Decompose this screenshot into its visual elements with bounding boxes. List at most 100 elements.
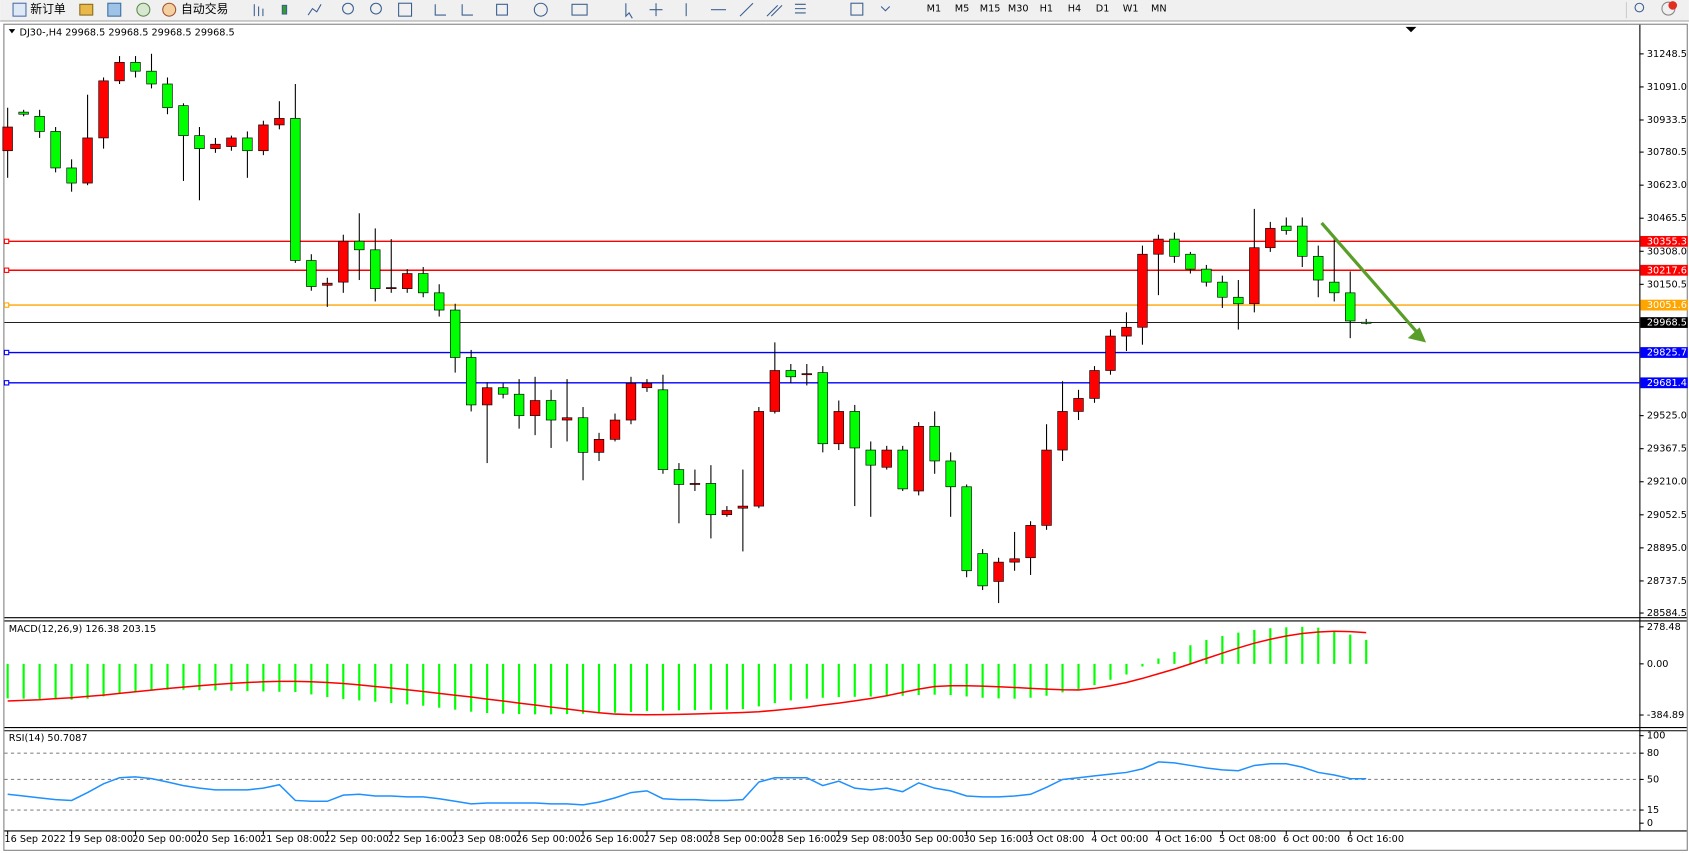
- candle-body: [689, 483, 701, 485]
- timeframe-button[interactable]: H4: [1068, 4, 1081, 15]
- candle-body: [977, 553, 988, 587]
- candle-body: [785, 370, 796, 378]
- candle-body: [210, 143, 221, 149]
- auto-trading-icon[interactable]: [162, 2, 177, 17]
- candle-body: [929, 426, 940, 462]
- x-tick-label: 20 Sep 00:00: [132, 834, 197, 845]
- arrow-shaft: [1320, 221, 1419, 334]
- tool-icon[interactable]: [79, 3, 94, 16]
- candle-body: [1153, 238, 1164, 255]
- candle-body: [1089, 370, 1100, 399]
- timeframe-button[interactable]: MN: [1151, 4, 1167, 15]
- x-tick-label: 28 Sep 16:00: [772, 834, 837, 845]
- candle-body: [1041, 449, 1052, 526]
- candle-body: [673, 469, 685, 485]
- candle-body: [1329, 281, 1340, 294]
- candle-body: [242, 137, 253, 152]
- candle-body: [881, 449, 892, 468]
- y-tick-label: 100: [1647, 731, 1666, 742]
- y-tick-label: 31091.0: [1647, 82, 1687, 93]
- indicator-icon[interactable]: [496, 3, 508, 16]
- tile-icon[interactable]: [398, 2, 413, 17]
- x-tick-label: 4 Oct 16:00: [1155, 834, 1212, 845]
- y-tick-label: 30780.5: [1647, 147, 1687, 158]
- candle-body: [1361, 321, 1372, 324]
- signal-line: [7, 630, 1367, 716]
- tool-icon[interactable]: [107, 2, 122, 17]
- candle-body: [753, 411, 765, 507]
- candle-body: [465, 357, 477, 406]
- candle-body: [657, 389, 669, 470]
- y-tick-label: 30465.5: [1647, 213, 1687, 224]
- new-order-icon[interactable]: [12, 2, 27, 17]
- timeframe-button[interactable]: M1: [927, 4, 942, 15]
- candle-body: [450, 309, 461, 358]
- timeframe-button[interactable]: H1: [1040, 4, 1053, 15]
- candle-body: [114, 62, 125, 82]
- timeframe-button[interactable]: M5: [955, 4, 970, 15]
- candle-body: [1105, 335, 1116, 371]
- candle-body: [833, 411, 844, 445]
- timeframe-button[interactable]: M15: [980, 4, 1001, 15]
- line-chart-icon[interactable]: [307, 4, 322, 16]
- candle-body: [481, 387, 493, 406]
- timeframe-button[interactable]: W1: [1123, 4, 1139, 15]
- level-handle: [3, 302, 10, 308]
- candle-body: [897, 449, 908, 490]
- period-icon[interactable]: [533, 2, 548, 17]
- chart-frame: [3, 23, 1688, 851]
- x-tick-label: 30 Sep 16:00: [963, 834, 1028, 845]
- x-tick-label: 23 Sep 08:00: [452, 834, 517, 845]
- new-order-button[interactable]: 新订单: [30, 2, 66, 16]
- candle-body: [545, 400, 557, 421]
- crosshair-icon[interactable]: [649, 3, 663, 17]
- trendline-icon[interactable]: [739, 2, 754, 17]
- cursor-icon[interactable]: [625, 3, 633, 19]
- timeframe-button[interactable]: D1: [1096, 4, 1110, 15]
- collapse-arrow[interactable]: [8, 29, 16, 34]
- level-handle: [3, 238, 10, 245]
- toolbar-icons: [253, 2, 891, 19]
- candle-body: [18, 111, 29, 115]
- level-label: 30217.6: [1647, 265, 1687, 276]
- candle-body: [641, 382, 653, 389]
- autoscroll-icon[interactable]: [434, 4, 447, 16]
- candle-body: [130, 62, 141, 72]
- candle-icon[interactable]: [281, 4, 288, 15]
- search-icon[interactable]: [1634, 2, 1645, 13]
- level-handle: [3, 380, 10, 386]
- candle-body: [1217, 281, 1228, 298]
- x-tick-label: 26 Sep 16:00: [580, 834, 645, 845]
- y-tick-label: 30150.5: [1647, 279, 1687, 290]
- shift-icon[interactable]: [461, 4, 473, 16]
- toolbar-bg: [0, 0, 1689, 21]
- candle-body: [1185, 253, 1196, 270]
- candle-body: [402, 273, 413, 289]
- candle-body: [1345, 292, 1356, 322]
- candle-body: [961, 486, 972, 572]
- zoom-out-icon[interactable]: [370, 2, 382, 15]
- y-tick-label: 278.48: [1647, 622, 1681, 633]
- timeframe-button[interactable]: M30: [1008, 4, 1029, 15]
- y-tick-label: 29052.5: [1647, 510, 1687, 521]
- channel-icon[interactable]: [766, 5, 783, 17]
- candle-body: [513, 393, 525, 416]
- candle-body: [1265, 228, 1276, 249]
- x-tick-label: 20 Sep 16:00: [196, 834, 261, 845]
- candle-body: [801, 373, 812, 376]
- zoom-in-icon[interactable]: [342, 2, 354, 15]
- candle-body: [1057, 411, 1068, 451]
- arrows-icon[interactable]: [880, 6, 891, 12]
- auto-trading-button[interactable]: 自动交易: [181, 2, 228, 16]
- trend-arrow: [1320, 221, 1427, 343]
- fibo-icon[interactable]: [794, 3, 806, 14]
- candle-body: [1281, 225, 1292, 231]
- level-label-bg: [1640, 235, 1688, 247]
- tool-icon[interactable]: [136, 2, 151, 17]
- y-tick-label: 31248.5: [1647, 49, 1687, 60]
- candle-body: [609, 419, 621, 440]
- bar-chart-icon[interactable]: [253, 4, 264, 17]
- label-icon[interactable]: [850, 2, 864, 16]
- candle-body: [370, 249, 381, 289]
- template-icon[interactable]: [571, 3, 588, 16]
